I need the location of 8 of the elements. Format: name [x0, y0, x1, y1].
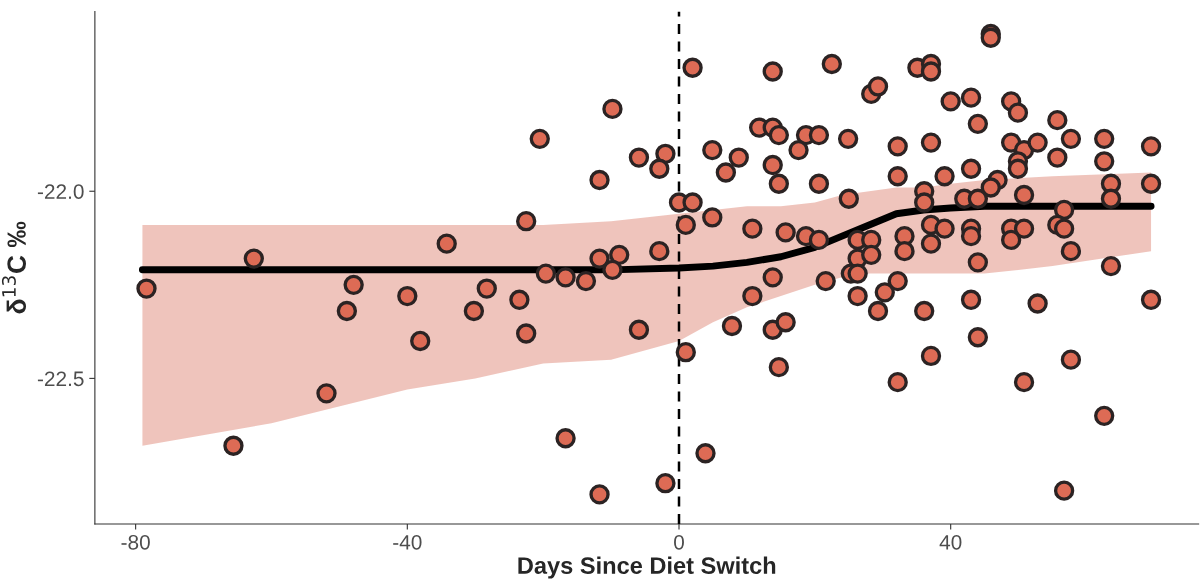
x-tick-label: 40	[939, 534, 962, 550]
x-tick-label: 0	[674, 534, 684, 550]
y-axis-title: δ$^{13}$C ‰	[1, 221, 27, 314]
x-tick-label: -40	[393, 534, 422, 550]
x-tick-label: -80	[121, 534, 150, 550]
x-axis-title: Days Since Diet Switch	[518, 556, 776, 579]
y-tick-label: -22.5	[37, 371, 84, 387]
y-tick-label: -22.0	[37, 184, 84, 199]
